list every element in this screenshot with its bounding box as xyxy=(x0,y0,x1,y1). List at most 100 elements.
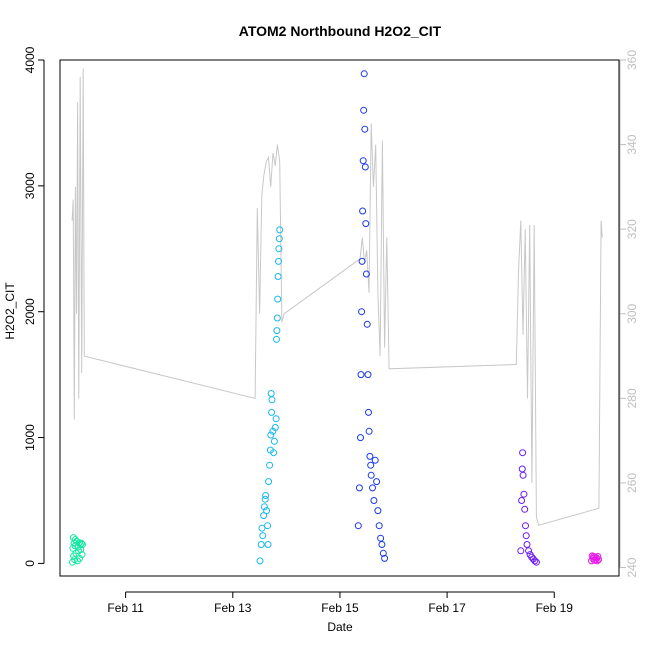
data-point-series-3 xyxy=(374,507,382,515)
data-point-series-4 xyxy=(519,471,527,479)
data-point-series-2 xyxy=(273,314,281,322)
data-point-series-3 xyxy=(367,471,375,479)
data-point-series-5 xyxy=(592,554,600,562)
data-point-series-3 xyxy=(369,484,376,492)
data-point-series-2 xyxy=(268,396,276,404)
data-point-series-3 xyxy=(375,522,383,530)
data-point-series-2 xyxy=(273,335,280,343)
data-point-series-2 xyxy=(259,532,267,540)
data-point-series-2 xyxy=(272,415,280,423)
data-point-series-4 xyxy=(522,532,530,540)
data-point-series-2 xyxy=(261,495,269,503)
data-point-series-2 xyxy=(274,273,282,280)
plot-border xyxy=(59,59,620,577)
data-point-series-1 xyxy=(79,541,86,548)
y-axis: 0 1000 2000 3000 4000 xyxy=(23,46,45,567)
data-point-series-3 xyxy=(363,320,371,328)
data-point-series-3 xyxy=(359,157,367,165)
data-point-series-3 xyxy=(362,220,370,228)
data-point-series-3 xyxy=(362,270,370,278)
data-point-series-5 xyxy=(594,553,602,560)
y-tick-label: 3000 xyxy=(23,172,37,199)
data-point-series-4 xyxy=(532,558,540,566)
data-point-series-2 xyxy=(265,478,273,486)
data-point-series-2 xyxy=(264,541,272,548)
data-point-series-2 xyxy=(266,461,274,469)
y2-tick-label: 300 xyxy=(625,303,639,323)
data-point-series-4 xyxy=(531,557,539,565)
data-point-series-2 xyxy=(257,541,265,548)
data-point-series-2 xyxy=(270,449,278,457)
data-point-series-2 xyxy=(276,226,284,234)
data-point-series-3 xyxy=(373,478,381,486)
data-point-series-2 xyxy=(267,390,275,397)
points-layer xyxy=(68,70,602,566)
chart-title: ATOM2 Northbound H2O2_CIT xyxy=(239,23,442,39)
data-point-series-1 xyxy=(76,541,84,548)
data-point-series-2 xyxy=(274,295,282,303)
data-point-series-3 xyxy=(360,70,368,78)
y-axis-label: H2O2_CIT xyxy=(3,282,17,340)
secondary-line-layer xyxy=(71,68,603,526)
data-point-series-3 xyxy=(361,163,369,171)
data-point-series-3 xyxy=(367,461,375,469)
data-point-series-2 xyxy=(267,431,275,439)
data-point-series-3 xyxy=(360,106,368,114)
data-point-series-4 xyxy=(518,465,526,473)
data-point-series-4 xyxy=(521,505,529,513)
data-point-series-2 xyxy=(256,557,264,565)
data-point-series-2 xyxy=(258,524,266,532)
data-point-series-2 xyxy=(264,522,272,530)
data-point-series-3 xyxy=(355,484,363,492)
y2-tick-label: 280 xyxy=(625,388,639,408)
data-point-series-3 xyxy=(370,497,378,504)
data-point-series-3 xyxy=(357,434,364,442)
plot-frame xyxy=(59,59,620,577)
data-point-series-3 xyxy=(358,308,366,316)
data-point-series-2 xyxy=(275,257,282,265)
data-point-series-2 xyxy=(262,492,270,499)
x-tick-label: Feb 11 xyxy=(107,601,144,615)
x-tick-label: Feb 15 xyxy=(321,601,359,615)
data-point-series-4 xyxy=(519,449,527,457)
data-point-series-4 xyxy=(523,541,531,548)
data-point-series-1 xyxy=(78,551,86,559)
data-point-series-1 xyxy=(78,539,85,547)
data-point-series-3 xyxy=(378,541,386,548)
data-point-series-3 xyxy=(364,371,372,379)
data-point-series-3 xyxy=(357,371,365,379)
data-point-series-4 xyxy=(525,547,533,555)
y-tick-label: 2000 xyxy=(23,298,37,325)
y2-tick-label: 320 xyxy=(625,219,639,239)
data-point-series-3 xyxy=(359,207,367,215)
data-point-series-3 xyxy=(365,427,373,435)
x-axis: Feb 11 Feb 13 Feb 15 Feb 17 Feb 19 xyxy=(107,591,574,615)
data-point-series-3 xyxy=(381,554,389,562)
data-point-series-5 xyxy=(595,556,602,564)
data-point-series-2 xyxy=(260,512,268,520)
data-point-series-2 xyxy=(270,437,278,445)
data-point-series-3 xyxy=(366,452,374,460)
y2-tick-label: 340 xyxy=(625,134,639,154)
data-point-series-4 xyxy=(518,497,526,504)
y-tick-label: 0 xyxy=(23,560,37,567)
data-point-series-2 xyxy=(275,245,283,253)
data-point-series-2 xyxy=(275,235,283,243)
data-point-series-5 xyxy=(593,557,601,565)
y2-tick-label: 240 xyxy=(625,557,639,577)
data-point-series-2 xyxy=(271,424,279,431)
data-point-series-3 xyxy=(371,456,379,464)
y2-tick-label: 260 xyxy=(625,473,639,493)
x-tick-label: Feb 17 xyxy=(428,601,466,615)
x-tick-label: Feb 13 xyxy=(214,601,252,615)
x-tick-label: Feb 19 xyxy=(536,601,574,615)
data-point-series-3 xyxy=(361,125,369,133)
data-point-series-4 xyxy=(522,522,529,530)
data-point-series-3 xyxy=(365,408,372,416)
data-point-series-3 xyxy=(354,522,362,530)
x-axis-label: Date xyxy=(327,620,353,634)
y-tick-label: 1000 xyxy=(23,424,37,451)
data-point-series-3 xyxy=(377,534,385,542)
